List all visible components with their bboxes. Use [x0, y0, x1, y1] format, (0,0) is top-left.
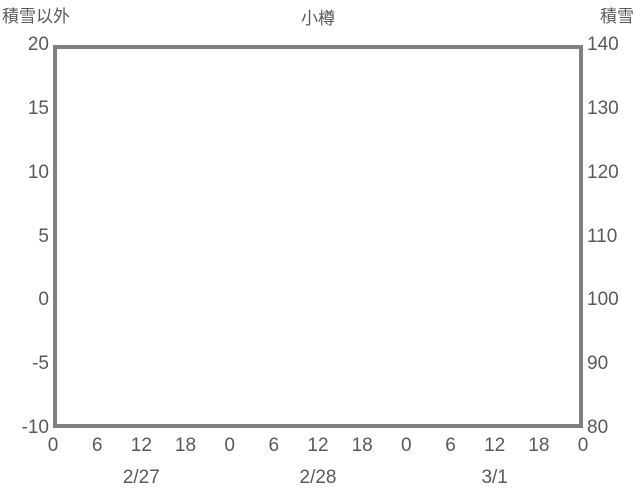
y-axis-label-right: 130 [587, 97, 619, 119]
left-axis-caption: 積雪以外 [2, 7, 70, 26]
y-axis-label-right: 120 [587, 161, 619, 183]
x-axis-label: 12 [307, 435, 329, 456]
y-axis-label-left: -10 [21, 417, 49, 438]
y-axis-label-left: -5 [32, 353, 49, 375]
y-axis-label-right: 100 [587, 289, 619, 311]
plot-area [53, 45, 583, 428]
x-axis-label: 6 [445, 435, 456, 456]
y-axis-label-right: 140 [587, 34, 619, 55]
y-axis-label-left: 0 [38, 289, 49, 311]
y-axis-label-left: 15 [27, 97, 49, 119]
right-axis-ticks: 140 130 120 110 100 90 80 [587, 0, 636, 501]
x-axis-day-label: 3/1 [481, 467, 508, 488]
y-axis-label-left: 10 [27, 161, 49, 183]
y-axis-label-right: 90 [587, 353, 609, 375]
x-axis-label: 18 [528, 435, 550, 456]
x-axis-day-label: 2/28 [299, 467, 337, 488]
x-axis-label: 12 [484, 435, 506, 456]
plot-frame [53, 45, 583, 428]
x-axis-label: 12 [130, 435, 152, 456]
x-axis-label: 0 [47, 435, 59, 456]
x-axis-label: 18 [174, 435, 197, 456]
y-axis-label-left: 5 [38, 225, 49, 247]
right-axis-caption: 積雪 [600, 7, 634, 26]
y-axis-label-left: 20 [27, 34, 49, 55]
chart-title: 小樽 [301, 9, 335, 28]
x-axis-label: 0 [224, 435, 235, 456]
x-axis-label: 0 [401, 435, 412, 456]
x-axis-day-label: 2/27 [122, 467, 160, 488]
x-axis-label: 6 [268, 435, 280, 456]
y-axis-label-right: 110 [587, 225, 618, 247]
x-axis-label: 18 [351, 435, 373, 456]
x-axis-label: 6 [91, 435, 103, 456]
left-axis-ticks: 20 15 10 5 0 -5 -10 [0, 0, 49, 501]
y-axis-label-right: 80 [587, 417, 609, 438]
x-axis-label: 0 [577, 435, 589, 456]
